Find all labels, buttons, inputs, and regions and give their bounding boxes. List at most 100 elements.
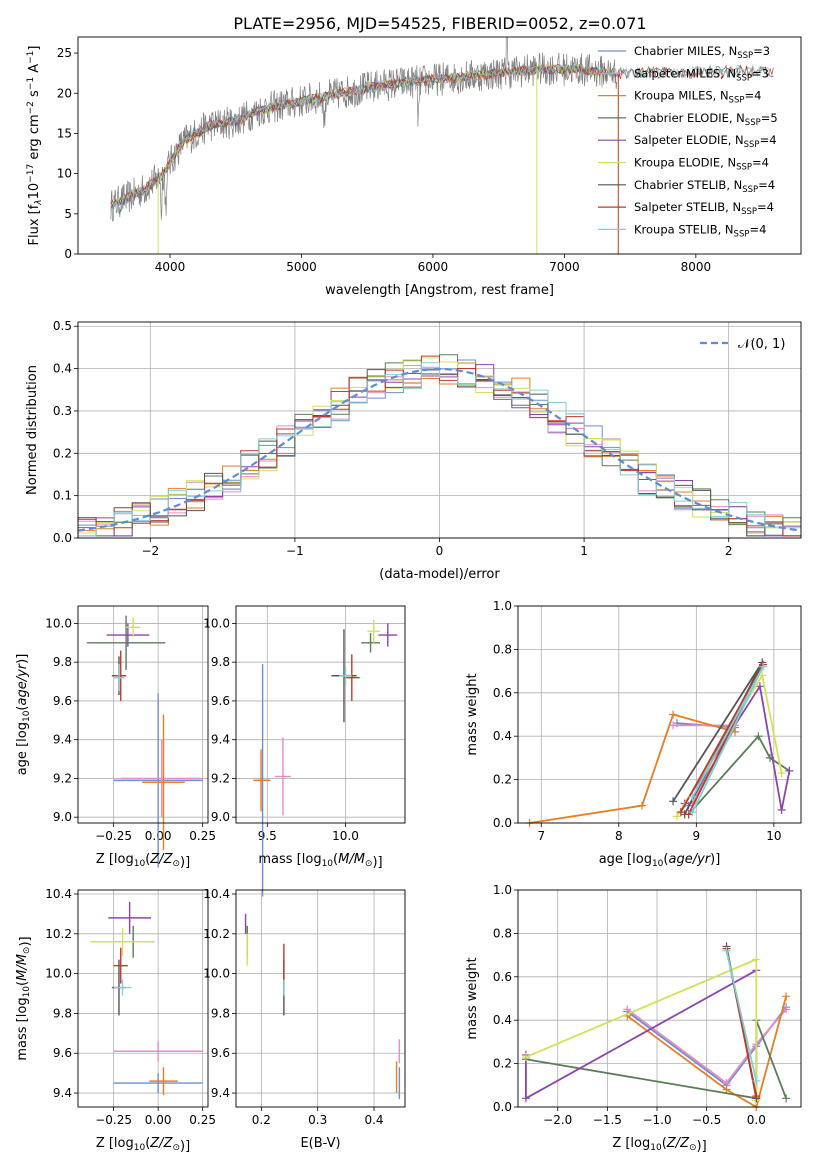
legend-entry: 𝒩(0, 1) xyxy=(738,337,785,352)
x-tick-label: 0.25 xyxy=(189,1113,216,1127)
axes-frame xyxy=(235,605,406,824)
y-tick-label: 0.8 xyxy=(493,926,512,940)
x-tick-label: 0.2 xyxy=(252,1113,271,1127)
y-tick-label: 9.6 xyxy=(53,1046,72,1060)
label-part: ⊙ xyxy=(172,1143,180,1153)
label-part: )] xyxy=(15,654,30,664)
y-tick-label: 10.0 xyxy=(203,967,230,981)
axes-frame xyxy=(77,605,209,824)
x-tick-label: 10 xyxy=(766,829,781,843)
weight-line-kroupa-miles xyxy=(626,996,787,1109)
label-part: SSP xyxy=(736,73,752,83)
weight-marker xyxy=(782,1094,791,1103)
weight-marker xyxy=(782,992,791,1001)
label-part: ( xyxy=(662,1136,667,1151)
y-tick-label: 9.2 xyxy=(211,771,230,785)
label-part: mass [log xyxy=(258,852,321,867)
y-tick-label: 10.2 xyxy=(45,927,72,941)
y-tick-label: 9.6 xyxy=(53,694,72,708)
y-tick-label: 0.4 xyxy=(493,1013,512,1027)
x-tick-label: −2 xyxy=(141,544,159,558)
x-tick-label: 4000 xyxy=(155,260,186,274)
weight-marker xyxy=(722,946,731,955)
y-tick-label: 10.0 xyxy=(203,616,230,630)
x-tick-label: 2 xyxy=(725,544,733,558)
x-tick-label: 0.4 xyxy=(364,1113,383,1127)
y-tick-label: 0.0 xyxy=(493,1100,512,1114)
x-tick-label: 0.00 xyxy=(145,1113,172,1127)
y-tick-label: 0.0 xyxy=(493,816,512,830)
label-part: =5 xyxy=(761,111,778,125)
legend-entry: Salpeter STELIB, NSSP=4 xyxy=(634,200,774,217)
y-tick-label: 25 xyxy=(57,46,72,60)
label-part: A xyxy=(27,64,42,77)
label-part: 10 xyxy=(652,859,664,869)
axes-frame xyxy=(77,321,802,539)
plot-area xyxy=(244,913,401,1100)
label-part: ⊙ xyxy=(172,859,180,869)
label-part: erg cm xyxy=(27,114,42,163)
label-part: 10 xyxy=(22,710,32,722)
label-part: −17 xyxy=(26,164,36,183)
observed-spectrum xyxy=(110,37,618,222)
y-tick-label: 9.2 xyxy=(53,771,72,785)
weight-marker xyxy=(521,1094,530,1103)
label-part: ] xyxy=(27,46,42,51)
x-axis-label: E(B-V) xyxy=(300,1136,340,1151)
x-tick-label: −0.5 xyxy=(692,1113,721,1127)
panel-residuals: −2 −1 0 1 2 0.0 0.1 0.2 0.3 0.4 0.5 (data-model)/er… xyxy=(25,319,802,582)
weight-marker xyxy=(688,792,697,801)
label-part: 10 xyxy=(22,986,32,998)
weight-line-kroupa-stelib xyxy=(725,950,758,1082)
weight-marker xyxy=(521,1053,530,1062)
weight-marker xyxy=(676,808,685,817)
weight-marker xyxy=(669,797,678,806)
model-spectrum-salpeter-stelib xyxy=(110,64,774,207)
weight-marker xyxy=(752,1076,761,1085)
panel-mass_vs_ebv: 0.2 0.3 0.4 9.4 9.6 9.8 10.0 10.2 10.4 E(B-V) xyxy=(203,887,406,1151)
x-tick-label: 0.25 xyxy=(189,829,216,843)
y-tick-label: 0.4 xyxy=(493,729,512,743)
y-axis-label: mass [log10(M/M⊙)] xyxy=(15,936,33,1060)
label-part: =4 xyxy=(744,89,761,103)
label-part: )] xyxy=(180,855,190,870)
plot-area xyxy=(90,901,203,1096)
label-part: )] xyxy=(697,1139,707,1154)
plot-area xyxy=(110,37,774,254)
x-axis-label: wavelength [Angstrom, rest frame] xyxy=(325,283,554,298)
y-tick-label: 15 xyxy=(57,126,72,140)
y-axis-label: mass weight xyxy=(465,957,480,1039)
label-part: age/yr xyxy=(15,662,30,705)
x-axis-label: age [log10(age/yr)] xyxy=(599,852,721,869)
label-part: SSP xyxy=(745,118,761,128)
axes-frame xyxy=(517,605,802,824)
label-part: Z/Z xyxy=(149,1136,173,1151)
weight-line-chabrier-stelib xyxy=(672,661,764,815)
x-axis-label: Z [log10(Z/Z⊙)] xyxy=(96,852,190,870)
panel-age_vs_mass: 9.5 10.0 9.0 9.2 9.4 9.6 9.8 10.0 mass [log10(M/… xyxy=(203,605,406,897)
legend-entry: Salpeter ELODIE, NSSP=4 xyxy=(634,133,777,150)
x-axis-label: mass [log10(M/M⊙)] xyxy=(258,852,382,870)
x-axis-label: Z [log10(Z/Z⊙)] xyxy=(612,1136,706,1154)
weight-line-kroupa-stelib xyxy=(691,666,764,813)
label-part: −1 xyxy=(26,77,36,90)
y-tick-label: 10.0 xyxy=(45,967,72,981)
y-tick-label: 9.8 xyxy=(211,655,230,669)
x-tick-label: 8000 xyxy=(681,260,712,274)
label-part: −2 xyxy=(26,101,36,114)
y-tick-label: 9.6 xyxy=(211,1046,230,1060)
label-part: Z [log xyxy=(96,852,134,867)
y-tick-label: 0.2 xyxy=(53,446,72,460)
label-part: ( xyxy=(663,852,668,867)
axes-frame xyxy=(235,889,406,1108)
y-tick-label: 9.4 xyxy=(211,1086,230,1100)
y-tick-label: 10.0 xyxy=(45,616,72,630)
label-part: )] xyxy=(180,1139,190,1154)
histogram-kroupa-miles xyxy=(77,362,802,538)
plot-area xyxy=(253,619,398,897)
x-tick-label: 1 xyxy=(580,544,588,558)
label-part: 10 xyxy=(134,859,146,869)
y-tick-label: 9.4 xyxy=(211,733,230,747)
